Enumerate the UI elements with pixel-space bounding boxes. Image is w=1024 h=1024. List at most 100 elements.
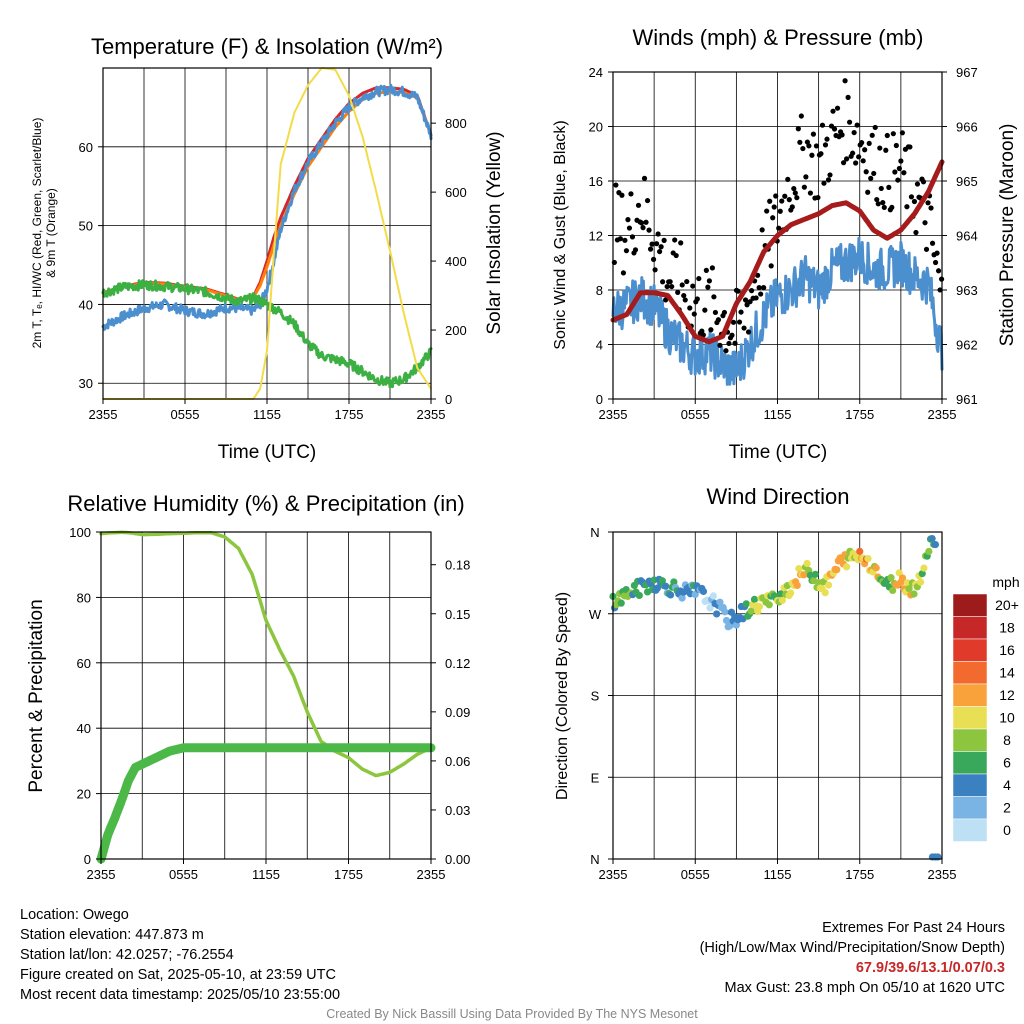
gust-point	[896, 165, 902, 172]
gust-point	[866, 140, 872, 147]
gust-point	[899, 130, 905, 136]
colorbar-label: 12	[999, 687, 1015, 703]
gust-point	[726, 340, 732, 347]
gust-point	[865, 189, 871, 195]
x-tick-label: 1755	[335, 407, 364, 422]
gust-point	[730, 319, 737, 325]
x-tick-label: 1155	[764, 407, 792, 422]
gust-point	[803, 174, 809, 180]
gust-point	[632, 247, 639, 253]
colorbar-swatch	[952, 683, 988, 707]
gust-point	[747, 299, 753, 305]
credit-line: Created By Nick Bassill Using Data Provi…	[326, 1007, 698, 1021]
y-tick-label: N	[590, 852, 599, 867]
gust-point	[682, 297, 688, 303]
colorbar-swatch	[952, 728, 988, 752]
gust-point	[911, 198, 918, 205]
colorbar-swatch	[952, 796, 988, 820]
gust-point	[708, 327, 714, 333]
max-gust: Max Gust: 23.8 mph On 05/10 at 1620 UTC	[724, 980, 1005, 996]
gust-point	[759, 227, 765, 233]
gust-point	[650, 256, 657, 262]
temperature-ylabel-left-line1: 2m T, Tₑ, HI/WC (Red, Green, Scarlet/Blu…	[30, 118, 44, 349]
direction-point	[699, 587, 708, 596]
gust-point	[862, 147, 868, 153]
gust-point	[815, 194, 821, 201]
gust-point	[842, 78, 848, 84]
x-tick-label: 0555	[169, 867, 198, 882]
winds-title: Winds (mph) & Pressure (mb)	[633, 25, 924, 50]
gust-point	[644, 197, 651, 204]
gust-point	[613, 182, 619, 188]
colorbar-swatch	[952, 818, 988, 842]
direction-point	[928, 534, 936, 543]
x-tick-label: 2355	[417, 407, 446, 422]
series-line-trace-3	[101, 279, 433, 389]
gust-point	[638, 220, 645, 226]
y2-tick-label: 961	[956, 392, 978, 407]
gust-point	[628, 191, 634, 197]
x-tick-label: 2355	[599, 867, 628, 882]
x-tick-label: 0555	[681, 407, 710, 422]
extremes-info: Extremes For Past 24 Hours (High/Low/Max…	[700, 918, 1005, 998]
gust-point	[932, 259, 939, 266]
y-tick-label: 0	[84, 852, 91, 867]
colorbar-swatch	[952, 773, 988, 797]
y-tick-label: 40	[79, 297, 93, 312]
humidity-title: Relative Humidity (%) & Precipitation (i…	[67, 491, 464, 516]
colorbar-label: 2	[1003, 800, 1011, 816]
temperature-ticks: 2355 0555 1155 1755 235530405060020040060080…	[79, 116, 467, 422]
gust-point	[827, 172, 833, 178]
x-tick-label: 2355	[599, 407, 628, 422]
gust-point	[663, 297, 669, 303]
temperature-panel: Temperature (F) & Insolation (W/m²) 2355…	[30, 34, 505, 463]
gust-point	[758, 291, 764, 297]
y2-tick-label: 0.15	[445, 607, 470, 622]
gust-point	[777, 208, 783, 214]
direction-point	[678, 594, 686, 602]
direction-point	[910, 590, 918, 598]
direction-point	[856, 547, 864, 555]
gust-point	[764, 208, 770, 214]
y-tick-label: 0	[596, 392, 603, 407]
y-tick-label: 20	[589, 120, 603, 135]
gust-point	[860, 158, 866, 164]
gust-point	[890, 131, 896, 137]
gust-point	[742, 297, 749, 303]
direction-point	[931, 540, 940, 549]
winds-series	[610, 78, 945, 386]
colorbar-swatch	[952, 706, 988, 730]
gust-point	[664, 283, 670, 290]
gust-point	[937, 287, 943, 293]
x-tick-label: 2355	[928, 407, 957, 422]
direction-point	[842, 563, 851, 571]
gust-point	[647, 246, 654, 252]
gust-point	[884, 132, 890, 139]
station-elevation: Station elevation: 447.873 m	[20, 927, 204, 943]
gust-point	[696, 275, 702, 282]
gust-point	[706, 278, 712, 284]
direction-point	[617, 599, 625, 607]
x-tick-label: 1755	[334, 867, 363, 882]
direction-point	[795, 564, 803, 573]
y2-tick-label: 963	[956, 283, 978, 298]
x-tick-label: 0555	[681, 867, 710, 882]
most-recent-timestamp: Most recent data timestamp: 2025/05/10 2…	[20, 987, 341, 1003]
gust-point	[800, 145, 806, 152]
gust-point	[878, 185, 884, 192]
colorbar-swatch	[952, 616, 988, 640]
gust-point	[723, 348, 729, 354]
direction-point	[920, 564, 928, 572]
colorbar-label: 16	[999, 642, 1015, 658]
gust-point	[791, 185, 797, 192]
gust-point	[700, 332, 706, 338]
gust-point	[735, 288, 741, 294]
gust-point	[678, 240, 684, 246]
gust-point	[851, 129, 857, 136]
gust-point	[745, 329, 752, 335]
temperature-ylabel-right: Solar Insolation (Yellow)	[484, 131, 505, 334]
humidity-panel: Relative Humidity (%) & Precipitation (i…	[26, 491, 470, 882]
gust-point	[779, 198, 785, 204]
series-line-trace-2	[101, 83, 433, 331]
